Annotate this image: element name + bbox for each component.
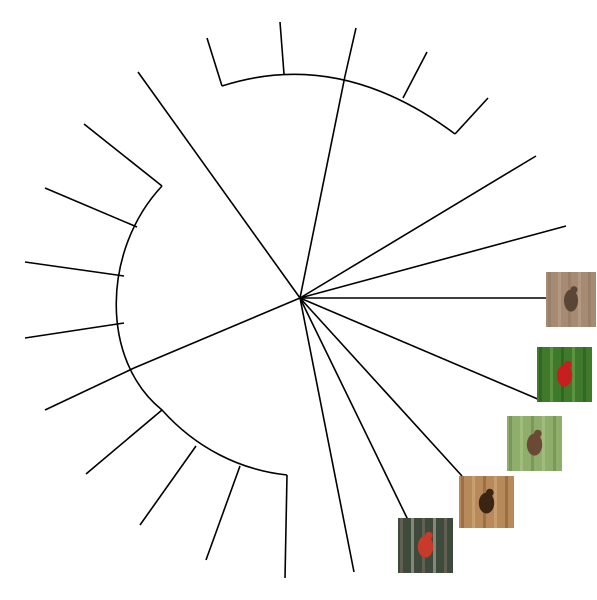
bird-in-tall-grass-photo [507,416,562,471]
leaf-branch [299,297,355,573]
tree-branches [24,21,567,579]
leaf-branch [83,123,163,187]
red-bird-in-green-foliage-photo [537,347,592,402]
leaf-branch [299,297,541,401]
clade-arc [115,185,288,476]
leaf-branch [24,322,125,339]
bird-on-sandy-ground-photo [546,272,596,327]
leaf-branch [44,367,135,411]
leaf-branch [454,97,489,135]
leaf-branch [299,297,463,477]
leaf-branch [139,445,197,526]
leaf-branch [44,187,138,228]
leaf-branch [85,409,163,475]
finch-on-twigs-photo [398,518,453,573]
bird-in-tree-hollow-photo [459,476,514,528]
leaf-branch [299,297,409,521]
leaf-branch [284,474,288,579]
leaf-branch [206,37,223,87]
leaf-branch [299,225,567,299]
clade-arc [221,73,456,135]
leaf-branch [24,261,125,277]
leaf-branch [137,71,301,299]
clade-stem-branch [299,75,346,299]
clade-stem-branch [133,297,301,369]
leaf-branch [279,21,285,75]
leaf-branch [299,155,537,299]
leaf-branch [344,27,357,77]
leaf-branch [402,51,428,99]
leaf-branch [205,465,241,561]
leaf-image-thumbnails [398,272,596,573]
